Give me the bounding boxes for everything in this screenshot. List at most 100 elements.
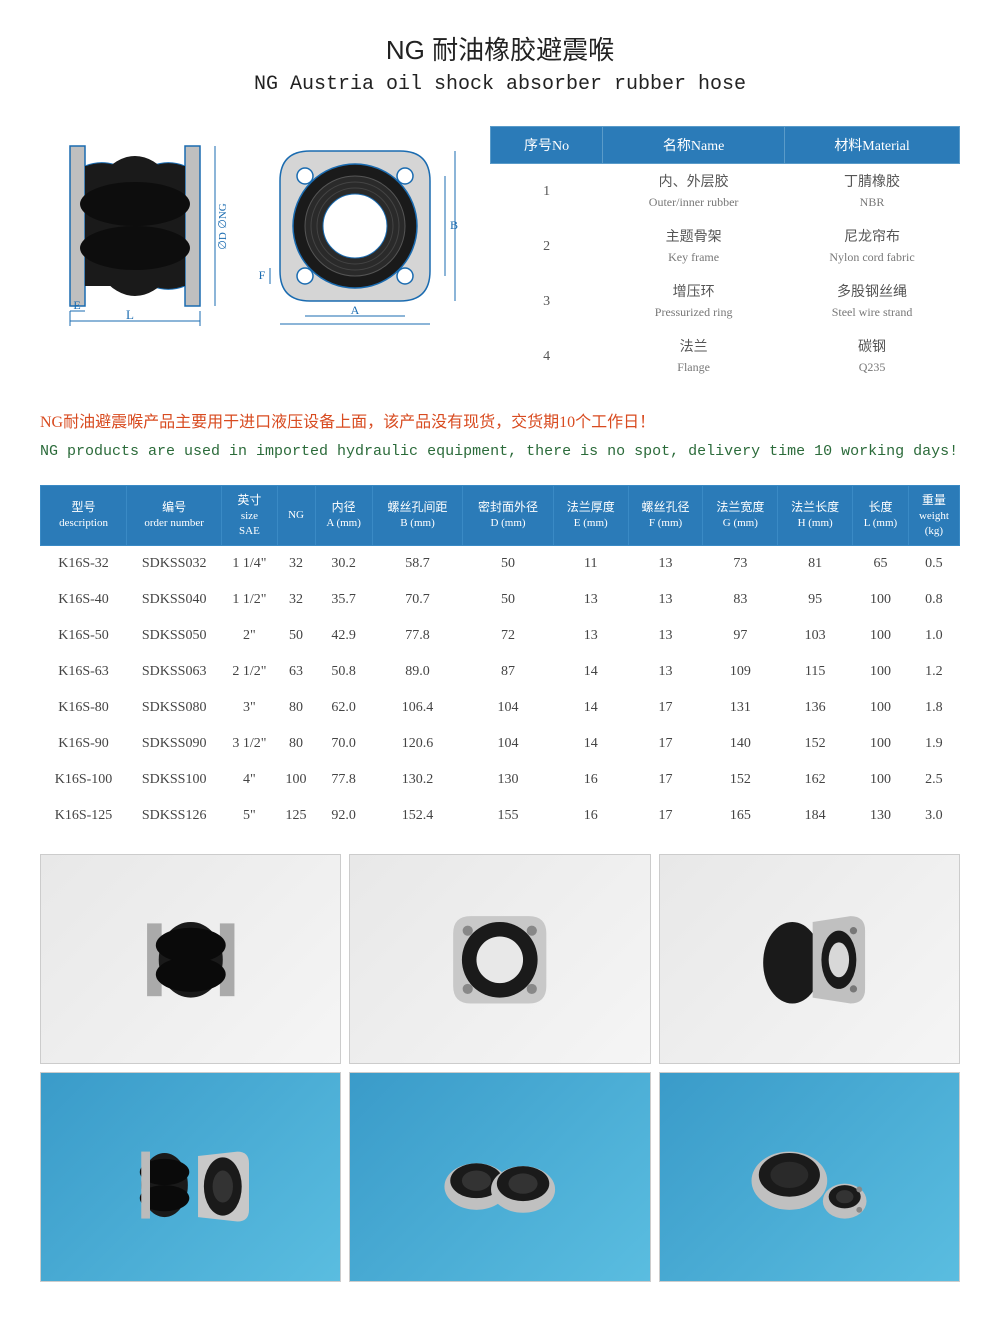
- spec-cell: 14: [553, 690, 628, 726]
- spec-cell: K16S-80: [41, 690, 127, 726]
- mat-material: 多股钢丝绳Steel wire strand: [785, 274, 960, 329]
- spec-th: 内径A (mm): [315, 485, 372, 546]
- spec-cell: 35.7: [315, 582, 372, 618]
- mat-no: 4: [491, 329, 603, 384]
- spec-row: K16S-80SDKSS0803"8062.0106.4104141713113…: [41, 690, 960, 726]
- material-row: 2 主题骨架Key frame 尼龙帘布Nylon cord fabric: [491, 219, 960, 274]
- spec-cell: 17: [628, 690, 703, 726]
- spec-cell: 152: [703, 762, 778, 798]
- spec-cell: 184: [778, 798, 853, 834]
- spec-cell: 2.5: [908, 762, 959, 798]
- spec-cell: 104: [463, 690, 554, 726]
- spec-cell: 92.0: [315, 798, 372, 834]
- photo-grid: [40, 854, 960, 1282]
- note-block: NG耐油避震喉产品主要用于进口液压设备上面，该产品没有现货，交货期10个工作日！…: [40, 409, 960, 465]
- spec-cell: 5": [222, 798, 277, 834]
- spec-cell: K16S-90: [41, 726, 127, 762]
- spec-cell: 4": [222, 762, 277, 798]
- spec-cell: 83: [703, 582, 778, 618]
- spec-cell: 97: [703, 618, 778, 654]
- spec-cell: 136: [778, 690, 853, 726]
- spec-cell: 32: [277, 582, 315, 618]
- spec-row: K16S-125SDKSS1265"12592.0152.41551617165…: [41, 798, 960, 834]
- spec-cell: K16S-125: [41, 798, 127, 834]
- spec-cell: 152.4: [372, 798, 463, 834]
- mat-name: 主题骨架Key frame: [603, 219, 785, 274]
- spec-cell: 115: [778, 654, 853, 690]
- svg-text:L: L: [126, 307, 134, 322]
- mat-th-name: 名称Name: [603, 127, 785, 164]
- spec-th: 长度L (mm): [853, 485, 909, 546]
- spec-cell: 14: [553, 726, 628, 762]
- spec-cell: SDKSS100: [127, 762, 222, 798]
- spec-cell: 152: [778, 726, 853, 762]
- spec-th: 型号description: [41, 485, 127, 546]
- spec-cell: 50: [463, 546, 554, 583]
- spec-row: K16S-50SDKSS0502"5042.977.87213139710310…: [41, 618, 960, 654]
- spec-cell: 13: [628, 546, 703, 583]
- spec-cell: K16S-50: [41, 618, 127, 654]
- spec-table: 型号description编号order number英寸sizeSAENG内径…: [40, 485, 960, 835]
- spec-cell: 1 1/2": [222, 582, 277, 618]
- spec-cell: 13: [553, 618, 628, 654]
- mat-name: 法兰Flange: [603, 329, 785, 384]
- mat-no: 3: [491, 274, 603, 329]
- spec-cell: 80: [277, 726, 315, 762]
- spec-cell: 155: [463, 798, 554, 834]
- spec-cell: 87: [463, 654, 554, 690]
- spec-cell: 1.9: [908, 726, 959, 762]
- spec-cell: 17: [628, 762, 703, 798]
- svg-text:F: F: [259, 268, 266, 282]
- spec-cell: 120.6: [372, 726, 463, 762]
- spec-row: K16S-32SDKSS0321 1/4"3230.258.7501113738…: [41, 546, 960, 583]
- spec-cell: 100: [853, 654, 909, 690]
- material-row: 1 内、外层胶Outer/inner rubber 丁腈橡胶NBR: [491, 164, 960, 220]
- spec-th: 重量weight(kg): [908, 485, 959, 546]
- spec-cell: SDKSS040: [127, 582, 222, 618]
- spec-cell: 50.8: [315, 654, 372, 690]
- spec-cell: 11: [553, 546, 628, 583]
- mat-no: 2: [491, 219, 603, 274]
- spec-cell: 77.8: [315, 762, 372, 798]
- spec-cell: 16: [553, 762, 628, 798]
- spec-cell: 125: [277, 798, 315, 834]
- spec-th: NG: [277, 485, 315, 546]
- spec-th: 密封面外径D (mm): [463, 485, 554, 546]
- spec-cell: 140: [703, 726, 778, 762]
- mat-th-mat: 材料Material: [785, 127, 960, 164]
- mat-name: 增压环Pressurized ring: [603, 274, 785, 329]
- spec-th: 英寸sizeSAE: [222, 485, 277, 546]
- spec-cell: 17: [628, 726, 703, 762]
- spec-cell: 100: [853, 582, 909, 618]
- product-photo-5: [349, 1072, 650, 1282]
- spec-cell: 80: [277, 690, 315, 726]
- spec-cell: 50: [277, 618, 315, 654]
- spec-cell: SDKSS063: [127, 654, 222, 690]
- spec-cell: 89.0: [372, 654, 463, 690]
- title-block: NG 耐油橡胶避震喉 NG Austria oil shock absorber…: [40, 30, 960, 96]
- technical-diagrams: L E ∅NG ∅D A: [40, 126, 460, 326]
- spec-cell: 1.2: [908, 654, 959, 690]
- spec-cell: 165: [703, 798, 778, 834]
- spec-cell: 73: [703, 546, 778, 583]
- spec-cell: K16S-63: [41, 654, 127, 690]
- material-row: 3 增压环Pressurized ring 多股钢丝绳Steel wire st…: [491, 274, 960, 329]
- spec-cell: 13: [628, 582, 703, 618]
- product-photo-4: [40, 1072, 341, 1282]
- diagram-front-view: A G B H F: [250, 126, 460, 326]
- product-photo-2: [349, 854, 650, 1064]
- spec-cell: 1.0: [908, 618, 959, 654]
- mat-no: 1: [491, 164, 603, 220]
- spec-cell: 2 1/2": [222, 654, 277, 690]
- spec-th: 螺丝孔径F (mm): [628, 485, 703, 546]
- spec-cell: SDKSS050: [127, 618, 222, 654]
- spec-cell: SDKSS126: [127, 798, 222, 834]
- mat-material: 丁腈橡胶NBR: [785, 164, 960, 220]
- spec-row: K16S-63SDKSS0632 1/2"6350.889.0871413109…: [41, 654, 960, 690]
- mat-name: 内、外层胶Outer/inner rubber: [603, 164, 785, 220]
- spec-cell: 62.0: [315, 690, 372, 726]
- spec-cell: 100: [853, 762, 909, 798]
- spec-cell: 13: [628, 654, 703, 690]
- spec-cell: 0.5: [908, 546, 959, 583]
- spec-cell: 106.4: [372, 690, 463, 726]
